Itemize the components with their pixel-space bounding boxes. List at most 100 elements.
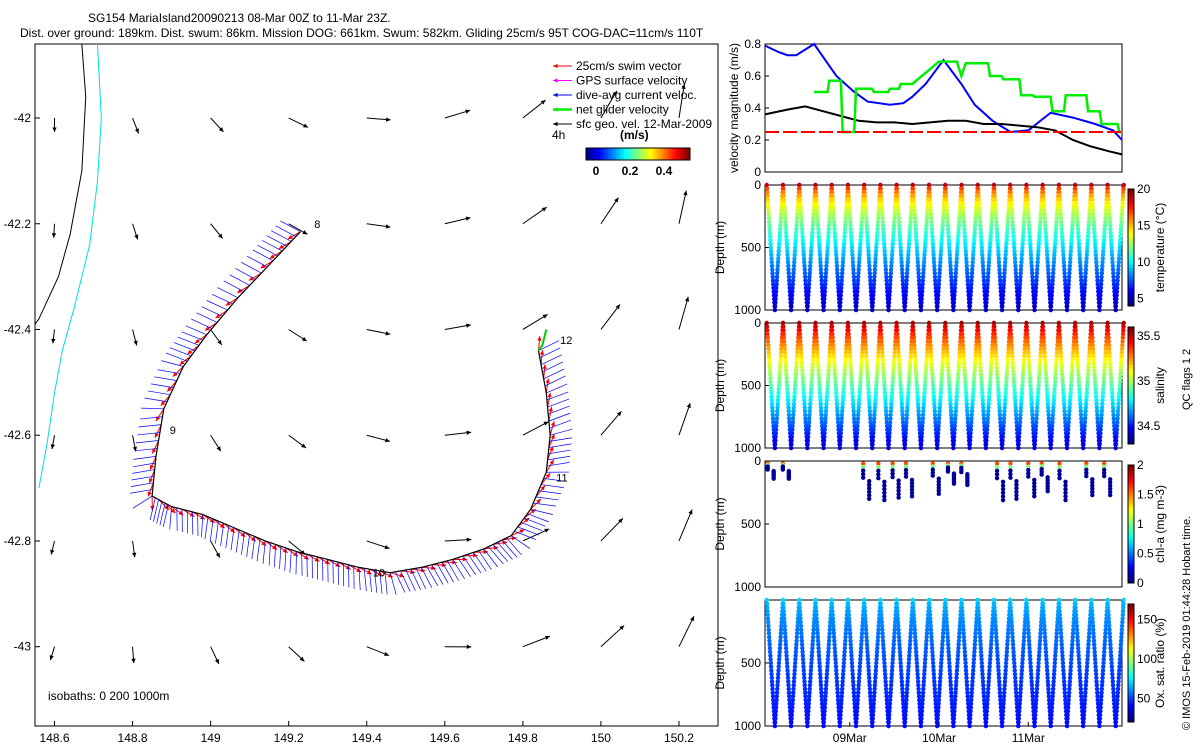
panel-temp-sample	[855, 289, 860, 294]
panel-sal-sample	[801, 390, 806, 396]
panel-sal-sample	[846, 328, 851, 333]
panel-temp-sample	[1093, 256, 1099, 261]
panel-temp-sample	[1100, 252, 1106, 258]
swim-vector-head	[345, 565, 351, 570]
colorbar-title: (m/s)	[620, 128, 649, 142]
vel-y-tick-label: 0.8	[744, 37, 761, 51]
panel-sal-sample	[798, 339, 803, 344]
panel-temp-sample	[884, 282, 890, 287]
geo-arrow-head	[132, 552, 137, 558]
panel-ox-sample	[951, 723, 956, 729]
panel-sal-sample	[833, 375, 838, 381]
vel-y-tick-label: 0	[754, 165, 761, 179]
panel-sal-sample	[816, 372, 822, 377]
panel-temp-sample	[1007, 182, 1013, 188]
panel-temp-sample	[964, 260, 969, 265]
current-vector	[517, 526, 540, 536]
panel-temp-sample	[922, 252, 927, 258]
panel-temp-sample	[889, 256, 895, 261]
panel-sal-sample	[792, 398, 797, 403]
panel-sal-sample	[770, 409, 775, 414]
panel-sal-sample	[794, 364, 799, 370]
panel-sal-sample	[772, 442, 778, 447]
panel-sal-colorbar-seg	[1128, 405, 1134, 410]
panel-temp-sample	[1030, 278, 1035, 283]
swim-vector-head	[324, 560, 330, 565]
panel-temp-sample	[799, 215, 804, 221]
panel-sal-colorbar-seg	[1128, 335, 1134, 340]
panel-temp-sample	[1092, 234, 1097, 239]
panel-sal-sample	[851, 416, 857, 421]
panel-temp-sample	[990, 208, 995, 213]
panel-temp-sample	[776, 245, 782, 250]
panel-temp-colorbar-label: temperature (°C)	[1153, 203, 1167, 293]
panel-sal-sample	[839, 412, 845, 418]
panel-temp-sample	[954, 252, 960, 258]
panel-temp-sample	[931, 256, 937, 261]
panel-temp-sample	[984, 289, 990, 294]
panel-sal-y-tick-label: 1000	[734, 441, 761, 455]
geo-arrow-head	[615, 304, 620, 310]
panel-temp-sample	[972, 223, 978, 228]
panel-temp-sample	[1081, 307, 1086, 313]
panel-temp-sample	[1028, 248, 1033, 254]
swim-vector-head	[167, 386, 172, 392]
panel-temp-sample	[1075, 219, 1080, 224]
panel-temp-sample	[1027, 226, 1032, 232]
panel-sal-sample	[859, 361, 864, 366]
panel-sal-sample	[776, 383, 782, 388]
panel-temp-sample	[858, 237, 863, 243]
panel-temp-sample	[839, 285, 844, 291]
panel-temp-sample	[962, 230, 967, 235]
panel-temp-sample	[1049, 293, 1054, 298]
panel-sal-sample	[839, 420, 844, 425]
current-vector	[358, 567, 361, 591]
panel-sal-sample	[833, 386, 839, 392]
panel-temp-sample	[1065, 293, 1071, 298]
panel-temp-sample	[785, 252, 790, 258]
panel-temp-sample	[803, 274, 808, 280]
swim-vector-head	[545, 473, 551, 479]
panel-temp-sample	[1002, 274, 1007, 280]
panel-temp-sample	[881, 226, 886, 232]
panel-temp-sample	[931, 252, 936, 258]
panel-temp-sample	[945, 223, 951, 228]
colorbar-segment	[596, 148, 599, 160]
panel-temp-sample	[1046, 278, 1052, 283]
current-vector	[405, 569, 416, 591]
panel-sal-sample	[849, 379, 854, 385]
current-vector	[206, 300, 228, 311]
swim-vector-head	[148, 478, 154, 484]
panel-temp-sample	[848, 230, 854, 235]
panel-temp-sample	[1029, 263, 1034, 269]
panel-temp-sample	[840, 256, 846, 261]
panel-temp-sample	[1034, 267, 1040, 272]
geo-arrow-head	[544, 528, 550, 533]
panel-temp-sample	[856, 271, 861, 276]
panel-sal-sample	[838, 434, 843, 440]
panel-temp-sample	[955, 237, 961, 243]
panel-temp-sample	[977, 219, 983, 224]
panel-temp-sample	[864, 215, 869, 221]
panel-temp-sample	[785, 256, 790, 261]
isobath-200m	[38, 43, 102, 489]
current-vector	[261, 240, 283, 252]
panel-temp-sample	[959, 186, 964, 191]
panel-temp-sample	[824, 256, 830, 261]
swim-vector-head	[187, 349, 193, 355]
panel-sal-sample	[841, 383, 847, 388]
panel-temp-sample	[1084, 260, 1089, 265]
swim-vector-head	[547, 392, 552, 398]
panel-temp-sample	[997, 271, 1002, 276]
panel-sal-sample	[786, 409, 791, 414]
current-vector	[527, 513, 549, 523]
panel-temp-sample	[797, 182, 802, 188]
panel-temp-sample	[795, 208, 800, 213]
panel-temp-sample	[902, 304, 908, 309]
panel-temp-sample	[933, 282, 938, 287]
panel-temp-sample	[861, 182, 867, 188]
panel-sal-sample	[794, 353, 800, 359]
panel-temp-sample	[1058, 208, 1063, 213]
panel-temp-sample	[859, 215, 865, 221]
